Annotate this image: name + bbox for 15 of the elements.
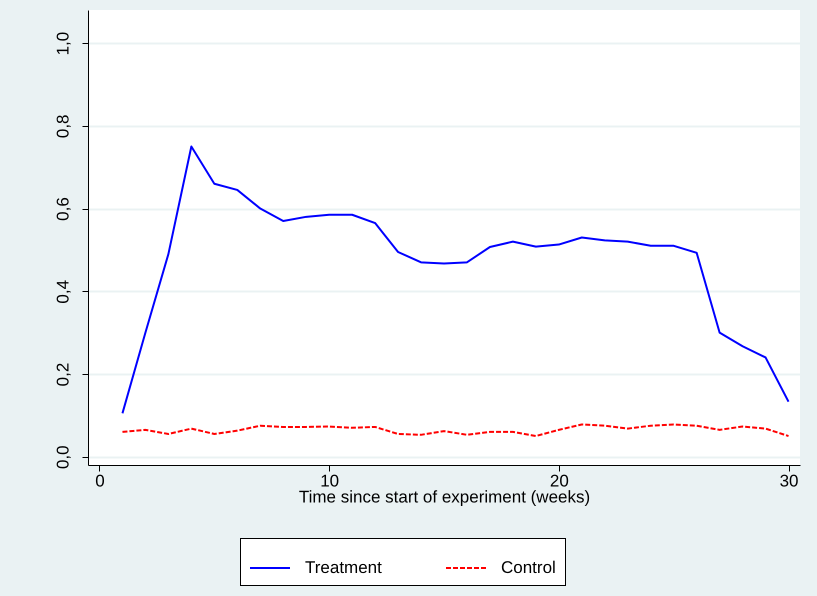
line-series <box>121 146 790 414</box>
y-tick-label: 0,0 <box>54 445 72 470</box>
y-tick-label: 1,0 <box>54 32 72 56</box>
legend-label: Treatment <box>305 558 382 577</box>
x-axis-title: Time since start of experiment (weeks) <box>298 488 590 506</box>
x-tick-label: 30 <box>780 472 798 490</box>
y-tick-label: 0,8 <box>54 114 72 138</box>
y-tick-label: 0,4 <box>54 280 72 304</box>
y-tick-label: 0,6 <box>54 197 72 221</box>
x-tick-label: 20 <box>550 472 569 490</box>
y-tick-label: 0,2 <box>54 362 72 386</box>
legend-label: Control <box>501 558 556 577</box>
x-tick-label: 10 <box>320 472 340 490</box>
x-tick-label: 0 <box>95 472 105 490</box>
line-series <box>121 423 790 438</box>
